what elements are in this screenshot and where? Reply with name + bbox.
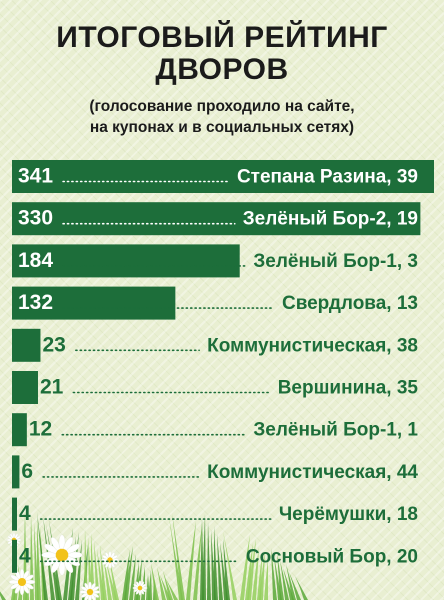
bar-category-label: Зелёный Бор-2, 19 <box>243 209 418 230</box>
bar-value-label: 330 <box>18 207 53 230</box>
bar-row: 132 Свердлова, 13 <box>12 286 418 320</box>
bar-row: 6 Коммунистическая, 44 <box>12 455 418 489</box>
bar <box>12 160 434 193</box>
bar <box>12 286 176 320</box>
bar-value-label: 132 <box>18 291 53 314</box>
bar <box>12 244 240 278</box>
bar-value-label: 23 <box>42 333 65 356</box>
subtitle-line-1: (голосование проходило на сайте, <box>89 98 355 115</box>
bar-category-label: Черёмушки, 18 <box>279 504 418 525</box>
bar-value-label: 4 <box>19 502 31 525</box>
bar-value-label: 184 <box>18 249 53 272</box>
bar-category-label: Свердлова, 13 <box>282 293 418 314</box>
bar <box>12 202 421 236</box>
bar-row: 4 Сосновый Бор, 20 <box>12 539 418 573</box>
bar-row: 12 Зелёный Бор-1, 1 <box>12 413 418 447</box>
bar-row: 184 Зелёный Бор-1, 3 <box>12 244 418 278</box>
bar <box>12 371 38 404</box>
bar-value-label: 341 <box>18 165 53 188</box>
bar-row: 23 Коммунистическая, 38 <box>12 328 418 362</box>
bar-category-label: Сосновый Бор, 20 <box>246 546 418 567</box>
bar-category-label: Зелёный Бор-1, 1 <box>253 420 418 441</box>
bar-category-label: Коммунистическая, 44 <box>207 462 418 483</box>
bar <box>12 539 17 573</box>
bar-category-label: Вершинина, 35 <box>278 378 419 399</box>
bar-row: 330 Зелёный Бор-2, 19 <box>12 202 421 236</box>
bar-value-label: 6 <box>21 460 33 483</box>
bar-value-label: 21 <box>40 376 64 399</box>
title-line-2: ДВОРОВ <box>155 53 289 86</box>
bar-value-label: 4 <box>19 544 31 567</box>
bar <box>12 497 17 531</box>
chart-subtitle: (голосование проходило на сайте, на купо… <box>0 96 444 138</box>
bar-category-label: Коммунистическая, 38 <box>207 335 418 356</box>
title-line-1: ИТОГОВЫЙ РЕЙТИНГ <box>56 21 388 54</box>
bar <box>12 413 27 447</box>
bar <box>12 328 41 362</box>
bar-row: 4 Черёмушки, 18 <box>12 497 418 531</box>
daisy-flowers-grass-icon <box>0 511 308 600</box>
bar-row: 341 Степана Разина, 39 <box>12 160 434 193</box>
chart-title: ИТОГОВЫЙ РЕЙТИНГ ДВОРОВ <box>0 22 444 86</box>
bar <box>12 455 20 489</box>
bar-category-label: Зелёный Бор-1, 3 <box>253 251 418 272</box>
bar-value-label: 12 <box>29 418 52 441</box>
bar-row: 21 Вершинина, 35 <box>12 371 418 404</box>
bars-layer: 341 Степана Разина, 39 330 Зелёный Бор-2, 1… <box>12 160 434 573</box>
bar-category-label: Степана Разина, 39 <box>237 167 418 188</box>
subtitle-line-2: на купонах и в социальных сетях) <box>89 119 355 136</box>
